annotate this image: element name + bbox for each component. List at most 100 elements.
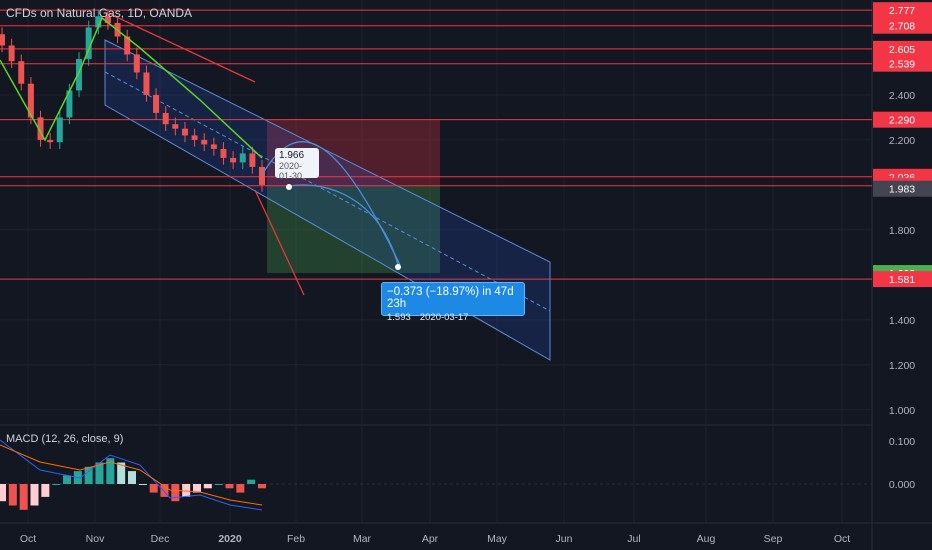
drop-trendline: [254, 189, 305, 296]
x-tick-label: May: [487, 533, 508, 545]
candle-body: [8, 45, 15, 62]
candle-body: [153, 94, 160, 113]
x-tick-label: Sep: [764, 533, 783, 545]
macd-histogram-bar: [41, 484, 50, 497]
level-badge: [873, 180, 932, 197]
macd-histogram-bar: [30, 484, 39, 506]
x-tick-label: Feb: [287, 533, 305, 545]
level-badge: [873, 2, 932, 19]
resistance-trendline: [109, 13, 256, 83]
price-tooltip: 1.966 2020-01-30: [275, 148, 319, 181]
level-badge-text: 2.777: [889, 5, 915, 17]
x-tick-label: Aug: [697, 533, 716, 545]
candle-body: [143, 72, 150, 95]
signal-line: [0, 444, 263, 506]
candle-body: [191, 135, 198, 140]
macd-histogram-bar: [225, 484, 234, 489]
x-tick-label: Mar: [353, 533, 372, 545]
level-badge-text: 2.539: [889, 59, 915, 71]
y-tick-label: 1.800: [889, 225, 915, 237]
candle-body: [76, 58, 83, 91]
candle-body: [47, 139, 54, 143]
candle-body: [85, 27, 92, 59]
level-badge: [873, 55, 932, 72]
x-tick-label: Nov: [86, 533, 105, 545]
macd-histogram-bar: [52, 484, 61, 485]
x-tick-label: Apr: [422, 533, 439, 545]
channel-midline: [104, 71, 551, 312]
level-badge-text: 2.290: [889, 115, 915, 127]
x-tick-label: Oct: [834, 533, 850, 545]
level-badge: [873, 271, 932, 288]
macd-histogram-bar: [0, 484, 6, 502]
macd-histogram-bar: [19, 484, 28, 510]
candle-body: [95, 16, 102, 28]
macd-histogram-bar: [182, 484, 191, 497]
level-badge-text: 1.581: [889, 274, 915, 286]
candle-body: [220, 148, 227, 158]
candle-body: [201, 139, 208, 145]
candle-body: [181, 128, 188, 136]
macd-histogram-bar: [128, 471, 136, 484]
y-tick-label: 1.400: [889, 315, 915, 327]
measure-sub: 1.593 2020-03-17: [387, 312, 469, 323]
candle-body: [210, 144, 217, 149]
tooltip-anchor-point: [286, 184, 292, 190]
macd-title: MACD (12, 26, close, 9): [6, 433, 124, 445]
macd-histogram-bar: [203, 484, 212, 489]
macd-histogram-bar: [84, 466, 93, 484]
tooltip-price: 1.966: [279, 150, 305, 161]
macd-histogram-bar: [8, 484, 17, 506]
macd-histogram-bar: [236, 484, 245, 493]
level-badge: [873, 40, 932, 57]
candle-body: [0, 34, 5, 46]
target-point: [395, 264, 401, 270]
y-tick-label: 1.200: [889, 360, 915, 372]
macd-histogram-bar: [171, 484, 180, 502]
macd-histogram-bar: [138, 484, 147, 485]
chart-title: CFDs on Natural Gas, 1D, OANDA: [6, 6, 193, 20]
macd-line: [0, 439, 263, 511]
y-tick-label: 2.400: [889, 90, 915, 102]
measure-label: −0.373 (−18.97%) in 47d 23h 1.593 2020-0…: [381, 282, 525, 323]
macd-y-tick-label: 0.000: [889, 479, 915, 491]
x-tick-label: Jul: [627, 533, 640, 545]
macd-histogram-bar: [117, 462, 126, 484]
level-badge-text: 2.708: [889, 21, 915, 33]
level-badge: [873, 17, 932, 34]
macd-histogram-bar: [149, 484, 158, 493]
candle-body: [259, 166, 265, 185]
macd-histogram-bar: [95, 462, 104, 484]
tooltip-date: 2020-01-30: [279, 161, 303, 181]
candle-body: [66, 90, 73, 118]
candle-body: [27, 83, 34, 118]
candle-body: [249, 153, 256, 167]
y-tick-label: 2.200: [889, 135, 915, 147]
x-tick-label: Oct: [20, 533, 36, 545]
candle-body: [37, 117, 44, 140]
x-tick-label: 2020: [218, 533, 242, 545]
zigzag-trendline: [0, 16, 263, 159]
candle-body: [162, 112, 169, 125]
candle-body: [230, 157, 237, 163]
candle-body: [239, 153, 246, 163]
candle-body: [56, 117, 63, 143]
candle-body: [124, 36, 131, 55]
macd-histogram-bar: [247, 479, 256, 484]
candle-body: [133, 54, 140, 73]
level-badge-text: 2.605: [889, 44, 915, 56]
candle-body: [104, 16, 111, 23]
macd-histogram-bar: [193, 484, 201, 493]
x-tick-label: Dec: [151, 533, 170, 545]
macd-histogram-bar: [214, 484, 223, 485]
macd-histogram-bar: [106, 458, 115, 484]
macd-histogram-bar: [63, 475, 71, 484]
candle-body: [172, 124, 179, 129]
level-badge: [873, 111, 932, 128]
level-badge-text: 1.983: [889, 184, 915, 196]
forecast-arc-lower: [288, 184, 399, 266]
candle-body: [18, 61, 25, 84]
macd-y-tick-label: 0.100: [889, 436, 915, 448]
y-tick-label: 1.000: [889, 405, 915, 417]
